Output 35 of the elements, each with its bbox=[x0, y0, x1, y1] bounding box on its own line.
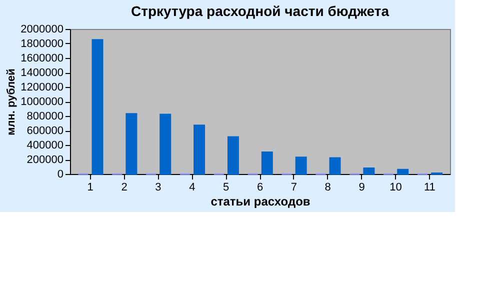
y-tick-label: 800000 bbox=[26, 110, 64, 122]
x-tick-label: 1 bbox=[87, 182, 94, 194]
y-tick-label: 1400000 bbox=[20, 67, 64, 79]
x-tick-label: 5 bbox=[223, 182, 230, 194]
x-tick-label: 2 bbox=[121, 182, 128, 194]
bar bbox=[397, 168, 409, 175]
x-tick-label: 3 bbox=[155, 182, 162, 194]
y-axis-title: млн. рублей bbox=[6, 68, 18, 136]
bar bbox=[329, 157, 341, 175]
bar bbox=[126, 113, 138, 175]
x-tick-label: 4 bbox=[189, 182, 196, 194]
y-tick-label: 1800000 bbox=[20, 38, 64, 50]
y-tick-label: 1600000 bbox=[20, 52, 64, 64]
x-tick-label: 6 bbox=[256, 182, 264, 194]
x-tick-label: 9 bbox=[358, 182, 365, 194]
x-tick-label: 8 bbox=[324, 182, 331, 194]
x-tick-label: 10 bbox=[390, 182, 402, 194]
y-tick-label: 1000000 bbox=[20, 96, 64, 108]
chart-title: Стркутура расходной части бюджета bbox=[131, 3, 390, 19]
y-tick-label: 200000 bbox=[26, 154, 64, 166]
bar bbox=[92, 39, 104, 175]
y-tick-label: 2000000 bbox=[20, 24, 64, 36]
x-tick-label: 7 bbox=[290, 182, 297, 194]
bar bbox=[363, 167, 375, 175]
x-axis-title: статьи расходов bbox=[210, 194, 310, 208]
bar bbox=[227, 136, 239, 175]
y-tick-label: 600000 bbox=[26, 125, 64, 137]
x-tick-label: 11 bbox=[424, 182, 436, 194]
bar bbox=[160, 114, 172, 175]
bar bbox=[295, 156, 307, 175]
y-tick-label: 1200000 bbox=[20, 82, 64, 94]
bar bbox=[261, 152, 273, 175]
bar bbox=[194, 124, 206, 175]
y-tick-label: 0 bbox=[57, 168, 64, 180]
y-tick-label: 400000 bbox=[26, 140, 64, 152]
